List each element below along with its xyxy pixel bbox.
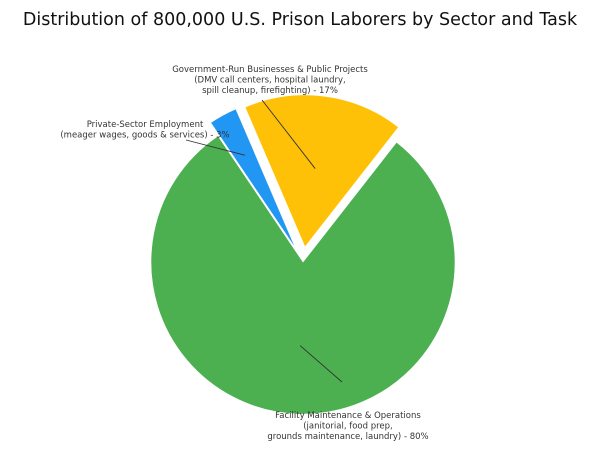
- slice-label-line: Facility Maintenance & Operations: [275, 411, 421, 421]
- slice-label-line: spill cleanup, firefighting) - 17%: [202, 86, 338, 96]
- slice-label-line: (DMV call centers, hospital laundry,: [194, 76, 346, 86]
- chart-title: Distribution of 800,000 U.S. Prison Labo…: [22, 10, 578, 30]
- slice-label-3: Private-Sector Employment (meager wages, …: [60, 120, 229, 141]
- leader-line-3: [185, 139, 245, 156]
- leader-line-2: [261, 99, 316, 169]
- slice-label-line: (janitorial, food prep,: [303, 422, 393, 432]
- pie-slice-1: [150, 135, 456, 415]
- leader-line-1: [299, 345, 343, 383]
- slice-label-1: Facility Maintenance & Operations (janito…: [267, 411, 428, 442]
- slice-label-line: Government-Run Businesses & Public Proje…: [172, 65, 368, 75]
- pie-slice-3: [210, 108, 296, 249]
- slice-label-line: (meager wages, goods & services) - 3%: [60, 131, 229, 141]
- slice-label-2: Government-Run Businesses & Public Proje…: [172, 65, 368, 96]
- pie-slice-2: [244, 94, 399, 248]
- slice-label-line: grounds maintenance, laundry) - 80%: [267, 432, 428, 442]
- slice-label-line: Private-Sector Employment: [87, 120, 204, 130]
